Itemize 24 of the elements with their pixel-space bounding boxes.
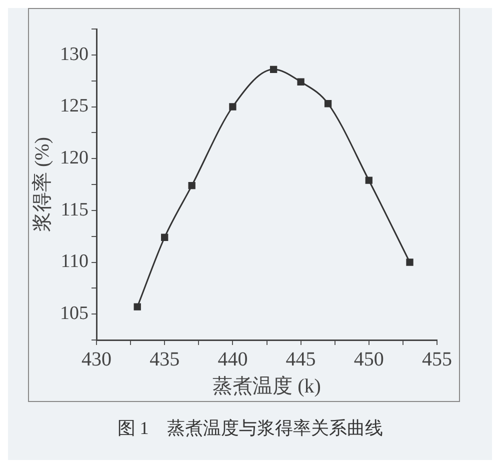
x-tick-label: 445 [286,348,316,370]
point [270,66,278,74]
y-tick-label: 110 [60,251,88,272]
y-tick-label: 115 [60,199,88,220]
point [134,303,141,310]
point [324,100,332,108]
x-tick-label: 455 [422,348,452,370]
x-tick-label: 435 [150,348,180,370]
text: 图 1 蒸煮温度与浆得率关系曲线 [116,417,384,440]
x-tick-label: 450 [354,348,384,370]
y-tick-label: 125 [60,96,88,117]
y-tick-label: 105 [60,303,88,324]
point [406,258,414,266]
y-tick-label: 120 [60,148,88,169]
point [297,78,304,86]
y-tick-label: 130 [60,44,88,65]
x-tick-label: 430 [82,348,112,370]
point [365,176,372,184]
x-axis-title: 蒸煮温度 (k) [212,375,321,398]
point [188,182,196,190]
point [229,103,236,110]
y-axis-title: 浆得率 (%) [31,137,54,232]
x-tick-label: 440 [218,348,248,370]
point [161,234,168,241]
